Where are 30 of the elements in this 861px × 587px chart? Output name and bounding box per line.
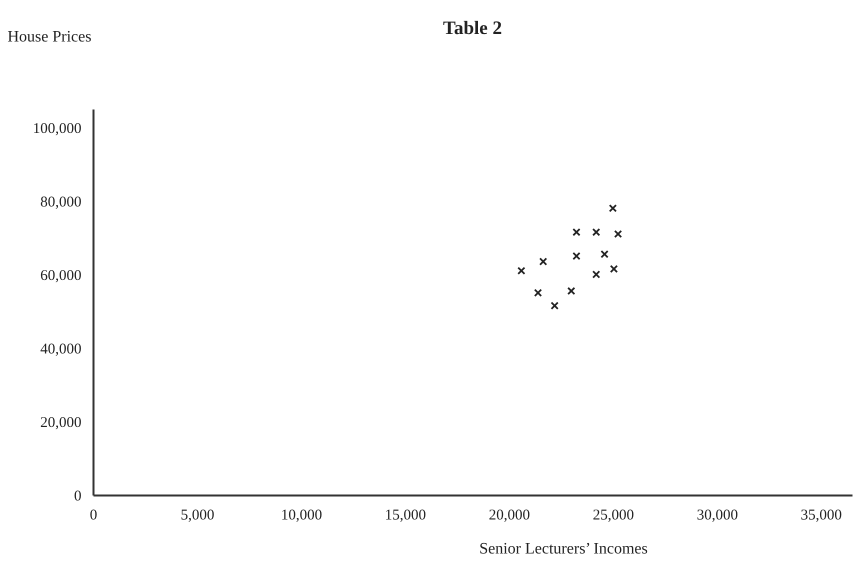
- chart-title: Table 2: [443, 18, 502, 39]
- x-tick-label: 35,000: [800, 508, 842, 524]
- x-axis-title: Senior Lecturers’ Incomes: [479, 540, 648, 558]
- point: [610, 264, 618, 273]
- point: [567, 286, 576, 296]
- y-tick-label: 60,000: [40, 268, 82, 284]
- y-tick-label: 0: [74, 488, 82, 504]
- x-tick-label: 0: [90, 508, 98, 524]
- point: [600, 250, 609, 258]
- x-tick-label: 30,000: [696, 508, 738, 524]
- y-tick-label: 20,000: [40, 414, 82, 431]
- point: [614, 230, 622, 238]
- y-tick-label: 80,000: [40, 194, 82, 210]
- point: [592, 228, 600, 236]
- x-tick-label: 15,000: [384, 508, 426, 524]
- point: [608, 204, 617, 212]
- point: [517, 266, 526, 275]
- y-axis-title: House Prices: [8, 28, 92, 46]
- y-tick-label: 100,000: [32, 120, 82, 137]
- point: [592, 270, 600, 278]
- y-tick-label: 40,000: [40, 341, 82, 358]
- point: [572, 228, 581, 236]
- x-tick-label: 5,000: [180, 508, 214, 524]
- point: [550, 302, 559, 310]
- x-tick-label: 20,000: [488, 508, 530, 524]
- point: [572, 252, 581, 260]
- x-tick-label: 25,000: [592, 508, 634, 524]
- x-tick-label: 10,000: [280, 508, 322, 524]
- point: [534, 288, 542, 297]
- point: [539, 258, 548, 266]
